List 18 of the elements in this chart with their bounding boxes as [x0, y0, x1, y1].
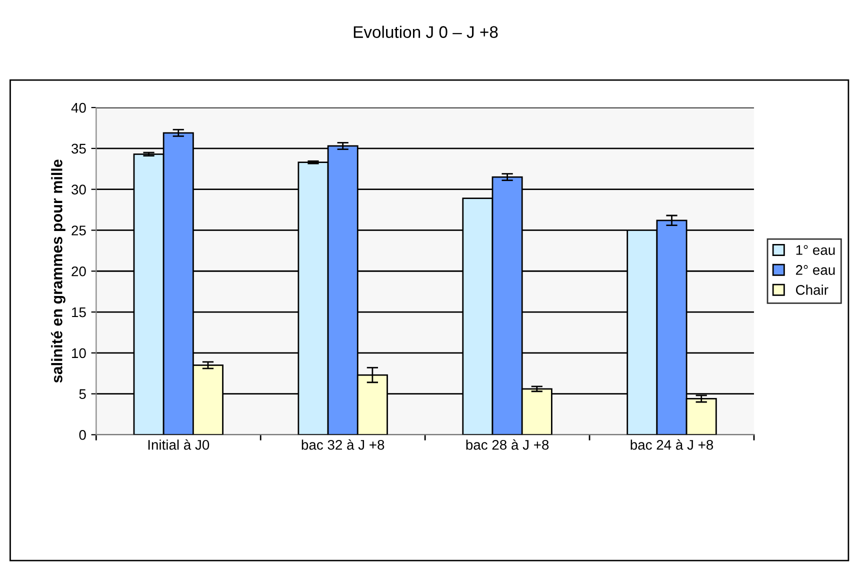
y-tick-label: 30: [72, 184, 86, 194]
y-tick-label: 40: [71, 102, 86, 113]
y-tick-label: 0: [79, 430, 86, 440]
chart-title: Evolution J 0 – J +8: [354, 26, 498, 38]
x-tick-label: bac 24 à J +8: [630, 439, 714, 450]
y-tick-label: 35: [72, 144, 86, 154]
x-tick-label: Initial à J0: [148, 439, 210, 450]
legend-label: Chair: [796, 284, 828, 295]
y-tick-label: 15: [72, 308, 86, 318]
y-tick-label: 10: [72, 348, 86, 358]
x-tick-label: bac 28 à J +8: [466, 439, 549, 450]
legend-label: 1° eau: [796, 245, 835, 255]
legend-label: 2° eau: [796, 265, 835, 275]
y-tick-label: 25: [72, 226, 86, 236]
y-axis-title: salinité en grammes pour mille: [50, 160, 66, 383]
y-tick-label: 20: [72, 266, 86, 276]
x-tick-label: bac 32 à J +8: [302, 439, 384, 450]
y-tick-label: 5: [79, 389, 86, 399]
